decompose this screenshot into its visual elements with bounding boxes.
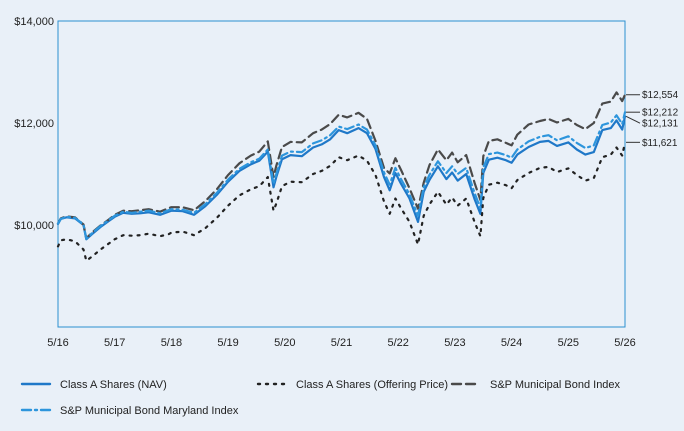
- x-tick-label: 5/23: [444, 337, 465, 349]
- plot-area: [58, 21, 625, 327]
- end-label-leader: [625, 115, 641, 124]
- x-tick-label: 5/17: [104, 337, 125, 349]
- series-line: [56, 111, 627, 240]
- legend: Class A Shares (NAV) Class A Shares (Offe…: [20, 379, 621, 417]
- series-lines: [56, 91, 627, 262]
- x-tick-label: 5/25: [558, 337, 579, 349]
- x-tick-label: 5/22: [387, 337, 408, 349]
- series-line: [56, 115, 627, 241]
- legend-label: Class A Shares (NAV): [60, 379, 167, 391]
- series-line: [56, 91, 627, 240]
- y-tick-label: $12,000: [14, 118, 54, 130]
- end-value-label: $12,212: [642, 108, 679, 119]
- x-tick-label: 5/19: [217, 337, 238, 349]
- end-value-labels: $12,554 $12,212$12,131 $11,621: [625, 90, 679, 149]
- plot-frame: [57, 20, 626, 328]
- end-value-label: $12,131: [642, 119, 679, 130]
- x-tick-label: 5/20: [274, 337, 295, 349]
- x-tick-label: 5/21: [331, 337, 352, 349]
- x-tick-label: 5/24: [501, 337, 522, 349]
- x-tick-label: 5/16: [47, 337, 68, 349]
- x-tick-label: 5/18: [161, 337, 182, 349]
- end-value-label: $12,554: [642, 90, 679, 101]
- x-tick-label: 5/26: [614, 337, 635, 349]
- y-axis-ticks: $10,000 $12,000 $14,000: [14, 16, 54, 232]
- legend-label: S&P Municipal Bond Maryland Index: [60, 405, 239, 417]
- series-line: [56, 141, 627, 262]
- y-tick-label: $14,000: [14, 16, 54, 28]
- legend-label: S&P Municipal Bond Index: [490, 379, 621, 391]
- y-tick-label: $10,000: [14, 220, 54, 232]
- end-value-label: $11,621: [642, 138, 678, 149]
- legend-label: Class A Shares (Offering Price): [296, 379, 448, 391]
- x-axis-ticks: 5/16 5/17 5/18 5/19 5/20 5/21 5/22 5/23 5/24 5/25…: [47, 337, 635, 349]
- plot-border: [57, 20, 626, 328]
